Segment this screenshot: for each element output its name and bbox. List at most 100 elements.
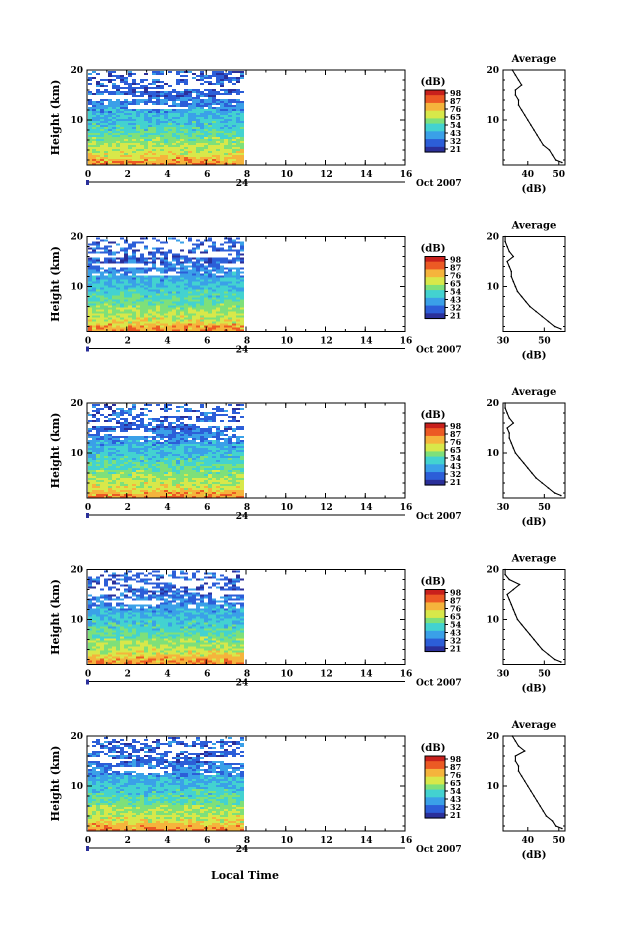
heatmap-cell (128, 137, 132, 139)
heatmap-cell (92, 147, 96, 149)
heatmap-cell (92, 434, 96, 436)
colorbar-segment (425, 115, 445, 120)
heatmap-cell (112, 319, 116, 322)
heatmap-cell (140, 267, 144, 270)
heatmap-cell (96, 287, 100, 290)
heatmap-cell (124, 303, 128, 306)
heatmap-cell (140, 151, 144, 153)
heatmap-cell (204, 462, 208, 464)
heatmap-cell (180, 446, 184, 448)
heatmap-cell (156, 101, 160, 103)
heatmap-cell (124, 115, 128, 117)
heatmap-cell (172, 137, 176, 139)
heatmap-cell (124, 474, 128, 476)
heatmap-cell (192, 448, 196, 450)
heatmap-cell (116, 466, 120, 468)
heatmap-cell (228, 462, 232, 464)
heatmap-cell (228, 492, 232, 494)
heatmap-cell (144, 440, 148, 442)
heatmap-cell (140, 323, 144, 326)
heatmap-cell (224, 141, 228, 143)
heatmap-cell (200, 163, 204, 165)
heatmap-cell (148, 109, 152, 111)
heatmap-cell (184, 442, 188, 444)
heatmap-cell (180, 275, 184, 278)
heatmap-cell (144, 139, 148, 141)
heatmap-cell (192, 484, 196, 486)
heatmap-cell (88, 263, 92, 266)
heatmap-cell (192, 99, 196, 101)
heatmap-cell (136, 145, 140, 147)
heatmap-cell (116, 121, 120, 123)
heatmap-cell (236, 281, 240, 284)
heatmap-cell (236, 444, 240, 446)
heatmap-cell (216, 454, 220, 456)
heatmap-cell (204, 303, 208, 306)
heatmap-cell (224, 285, 228, 288)
heatmap-cell (184, 149, 188, 151)
heatmap-cell (240, 121, 244, 123)
heatmap-cell (188, 127, 192, 129)
heatmap-cell (164, 420, 168, 422)
heatmap-cell (208, 299, 212, 302)
heatmap-cell (116, 484, 120, 486)
colorbar-segment (425, 272, 445, 276)
colorbar-segment (425, 282, 445, 286)
heatmap-cell (172, 257, 176, 260)
heatmap-cell (140, 468, 144, 470)
heatmap-cell (128, 75, 132, 77)
heatmap-cell (116, 131, 120, 133)
heatmap-cell (128, 255, 132, 258)
heatmap-cell (228, 271, 232, 274)
heatmap-cell (216, 480, 220, 482)
heatmap-cell (184, 265, 188, 268)
heatmap-cell (172, 309, 176, 312)
heatmap-cell (144, 119, 148, 121)
heatmap-cell (184, 101, 188, 103)
heatmap-cell (220, 299, 224, 302)
heatmap-cell (192, 468, 196, 470)
heatmap-cell (172, 133, 176, 135)
heatmap-cell (180, 452, 184, 454)
heatmap-cell (216, 293, 220, 296)
x-tick-label: 16 (400, 337, 413, 347)
heatmap-cell (176, 438, 180, 440)
heatmap-cell (204, 95, 208, 97)
heatmap-cell (192, 458, 196, 460)
heatmap-cell (148, 472, 152, 474)
heatmap-cell (172, 293, 176, 296)
heatmap-cell (228, 91, 232, 93)
heatmap-cell (88, 159, 92, 161)
heatmap-cell (116, 480, 120, 482)
heatmap-cell (232, 303, 236, 306)
heatmap-cell (220, 468, 224, 470)
heatmap-cell (112, 315, 116, 318)
heatmap-cell (204, 257, 208, 260)
heatmap-cell (144, 414, 148, 416)
heatmap-cell (96, 438, 100, 440)
heatmap-cell (96, 315, 100, 318)
heatmap-cell (232, 313, 236, 316)
heatmap-cell (148, 115, 152, 117)
heatmap-cell (152, 430, 156, 432)
heatmap-cell (228, 470, 232, 472)
heatmap-cell (152, 460, 156, 462)
heatmap-cell (184, 93, 188, 95)
heatmap-cell (216, 83, 220, 85)
colorbar-segment (425, 131, 445, 135)
heatmap-cell (188, 273, 192, 276)
heatmap-cell (180, 163, 184, 165)
heatmap-cell (184, 299, 188, 302)
heatmap-cell (120, 430, 124, 432)
heatmap-cell (228, 137, 232, 139)
heatmap-cell (240, 307, 244, 310)
heatmap-cell (188, 476, 192, 478)
heatmap-cell (204, 151, 208, 153)
heatmap-cell (220, 117, 224, 119)
heatmap-cell (216, 275, 220, 278)
heatmap-cell (88, 462, 92, 464)
heatmap-cell (128, 424, 132, 426)
heatmap-cell (156, 482, 160, 484)
heatmap-cell (236, 454, 240, 456)
heatmap-cell (176, 460, 180, 462)
